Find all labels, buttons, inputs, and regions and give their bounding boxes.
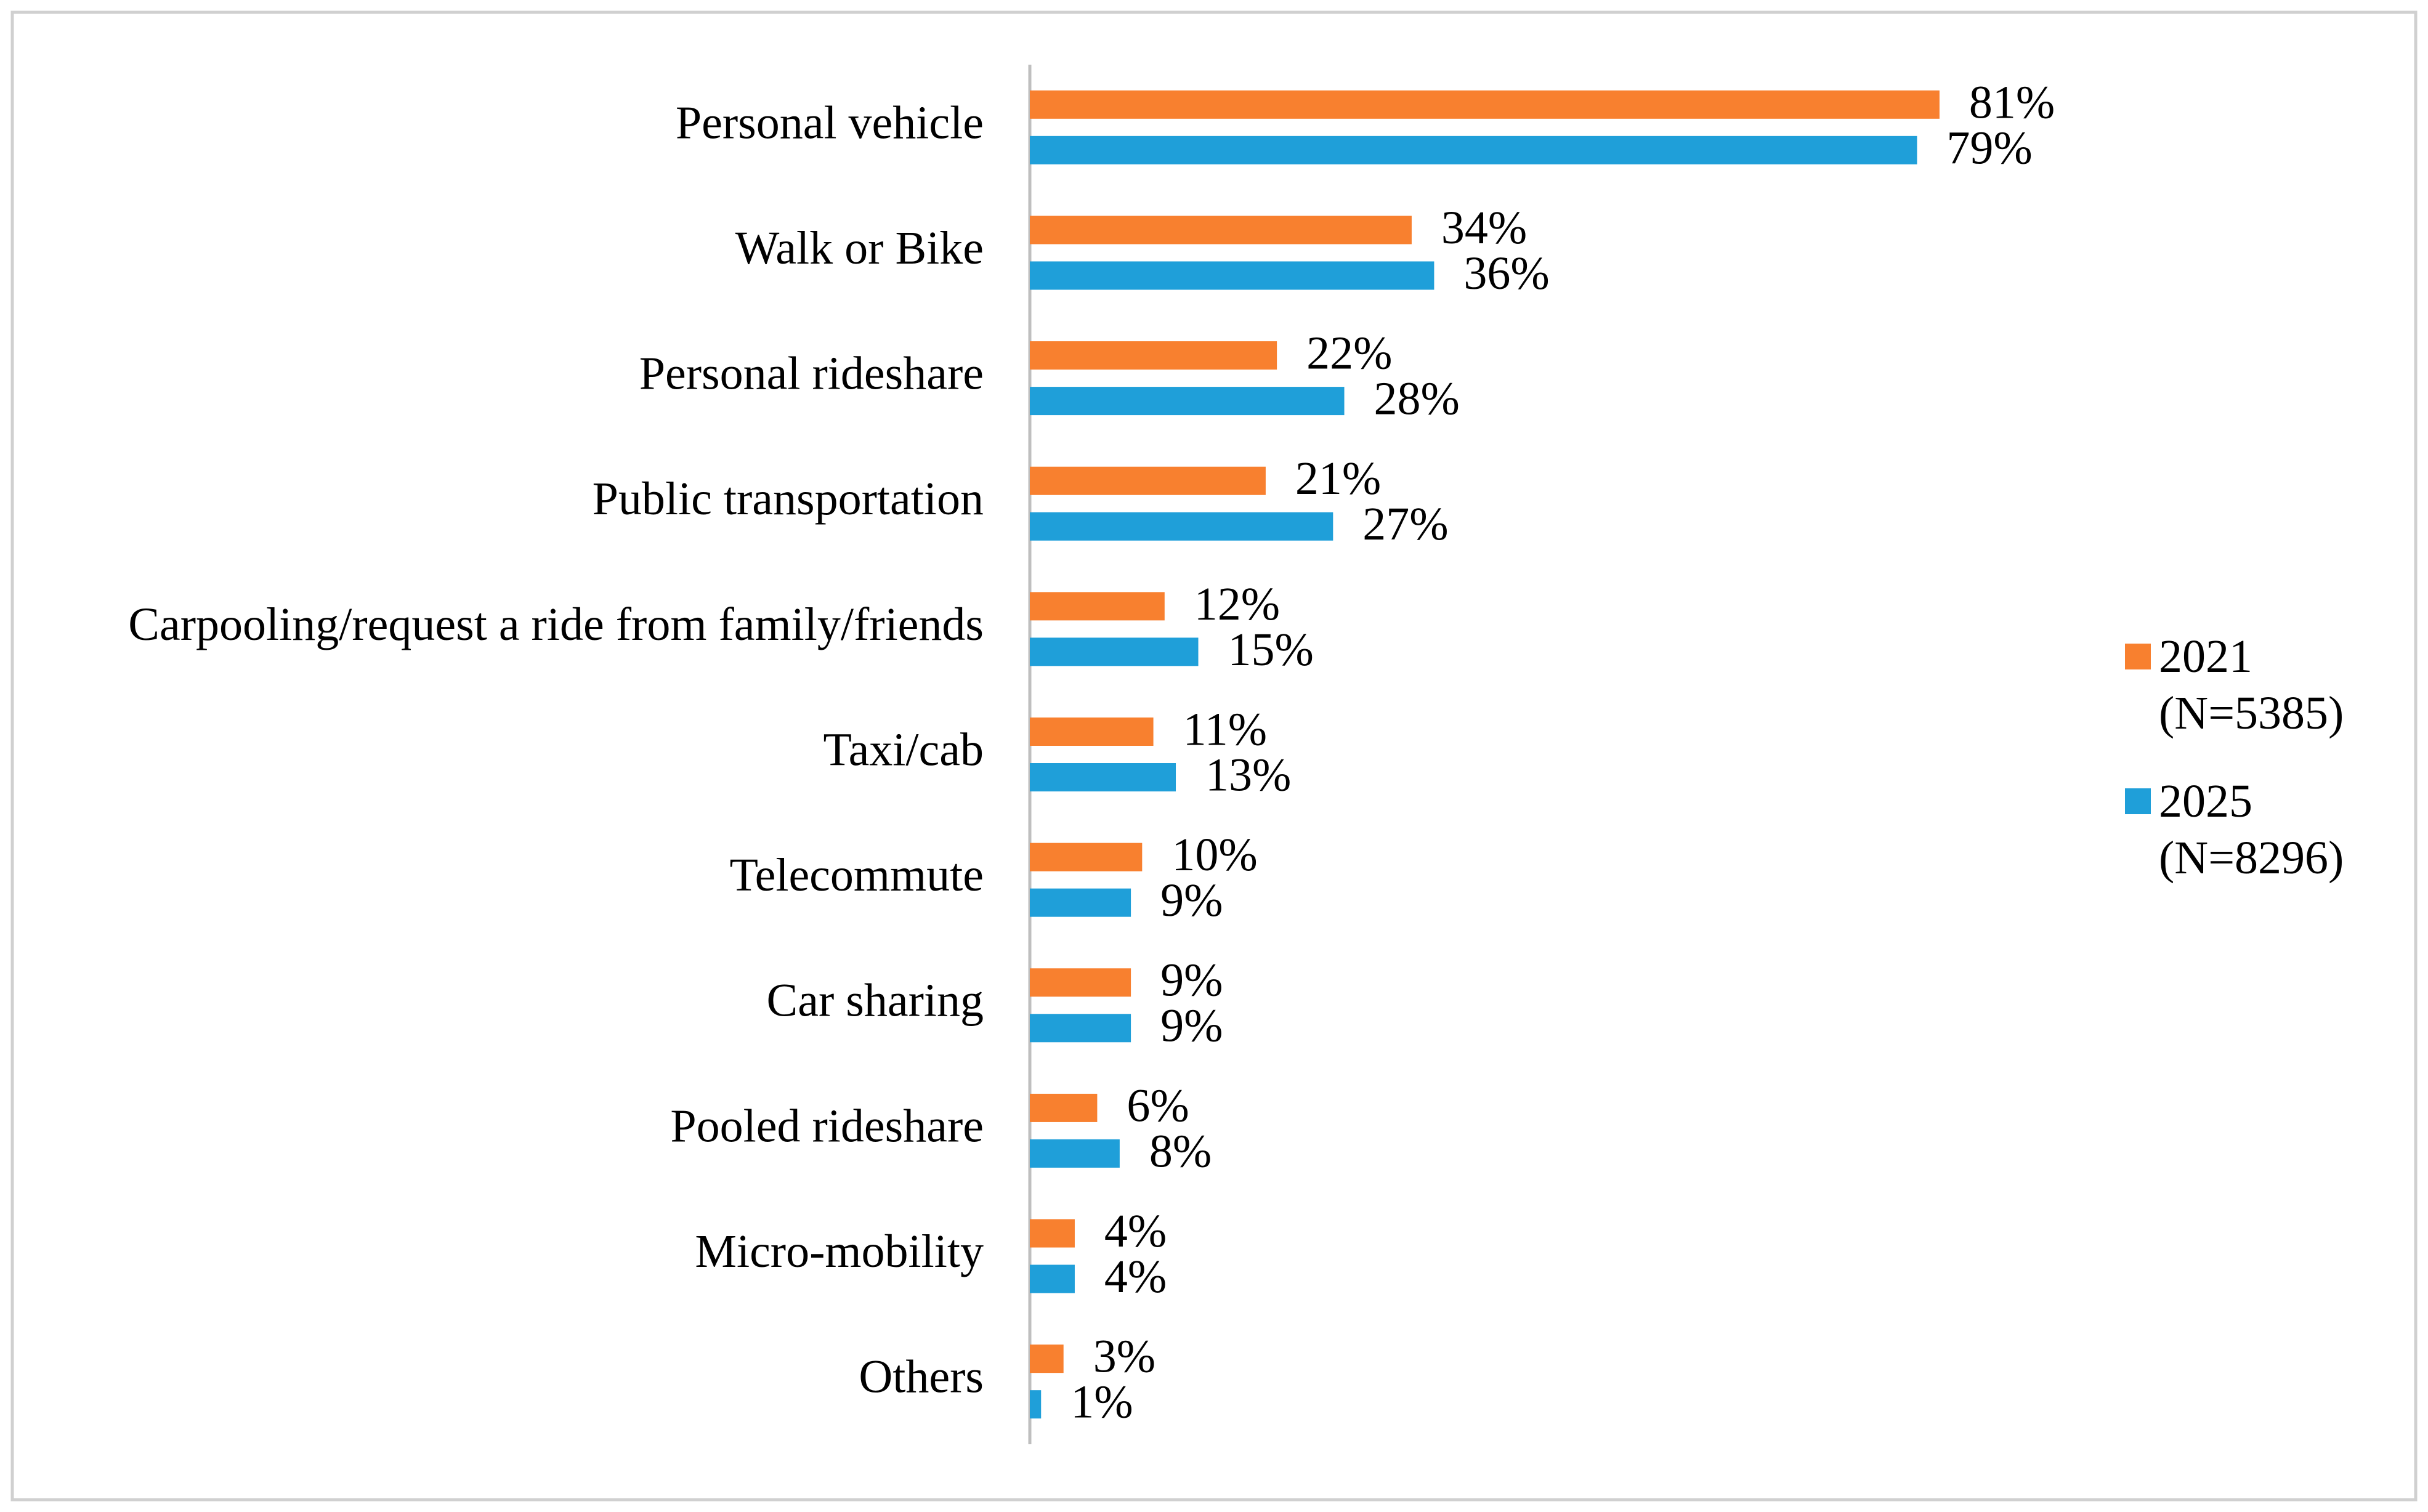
category-label: Micro-mobility <box>695 1226 984 1277</box>
bar <box>1030 1139 1120 1168</box>
category-label: Public transportation <box>593 473 984 525</box>
value-label: 9% <box>1160 1000 1223 1052</box>
bar <box>1030 216 1412 245</box>
bar <box>1030 1390 1042 1419</box>
value-label: 81% <box>1969 76 2055 128</box>
bar <box>1030 90 1940 119</box>
value-label: 12% <box>1194 578 1280 630</box>
value-label: 4% <box>1104 1205 1167 1257</box>
bar <box>1030 512 1333 541</box>
value-label: 3% <box>1093 1331 1155 1383</box>
bar <box>1030 1219 1075 1248</box>
value-label: 15% <box>1228 624 1314 676</box>
value-label: 22% <box>1306 328 1392 379</box>
bar <box>1030 968 1131 997</box>
bar <box>1030 387 1345 416</box>
category-label: Personal vehicle <box>676 97 984 148</box>
value-label: 79% <box>1946 122 2032 174</box>
bar <box>1030 1014 1131 1043</box>
bar <box>1030 341 1277 370</box>
value-label: 4% <box>1104 1251 1167 1303</box>
bar <box>1030 637 1199 666</box>
value-label: 1% <box>1070 1377 1133 1428</box>
legend-label: 2021 (N=5385) <box>2159 631 2344 739</box>
category-label: Taxi/cab <box>823 724 984 775</box>
category-label: Carpooling/request a ride from family/fr… <box>128 599 984 650</box>
value-label: 8% <box>1149 1125 1212 1177</box>
category-label: Others <box>859 1351 984 1403</box>
bar <box>1030 888 1131 917</box>
category-label: Walk or Bike <box>735 222 984 274</box>
legend-swatch <box>2125 644 2151 669</box>
bar <box>1030 843 1143 871</box>
category-label: Pooled rideshare <box>670 1100 984 1152</box>
value-label: 11% <box>1183 703 1268 755</box>
bar <box>1030 763 1176 791</box>
chart-border <box>10 10 2418 1502</box>
bar <box>1030 1344 1064 1373</box>
bar <box>1030 261 1435 290</box>
legend-swatch <box>2125 788 2151 814</box>
value-label: 10% <box>1172 829 1257 881</box>
value-label: 21% <box>1295 453 1381 504</box>
value-label: 13% <box>1205 749 1291 801</box>
category-label: Personal rideshare <box>639 348 984 400</box>
value-label: 27% <box>1362 498 1448 550</box>
legend-label: 2025 (N=8296) <box>2159 775 2344 884</box>
category-label: Telecommute <box>729 849 984 901</box>
bar <box>1030 135 1917 164</box>
bar <box>1030 466 1266 495</box>
bar <box>1030 1093 1098 1122</box>
bar <box>1030 718 1154 746</box>
value-label: 9% <box>1160 955 1223 1006</box>
bar <box>1030 1264 1075 1293</box>
value-label: 9% <box>1160 875 1223 926</box>
bar <box>1030 592 1165 621</box>
value-label: 28% <box>1374 373 1460 425</box>
value-label: 34% <box>1441 202 1527 254</box>
category-label: Car sharing <box>767 975 984 1027</box>
value-label: 36% <box>1463 248 1549 299</box>
value-label: 6% <box>1127 1080 1189 1131</box>
